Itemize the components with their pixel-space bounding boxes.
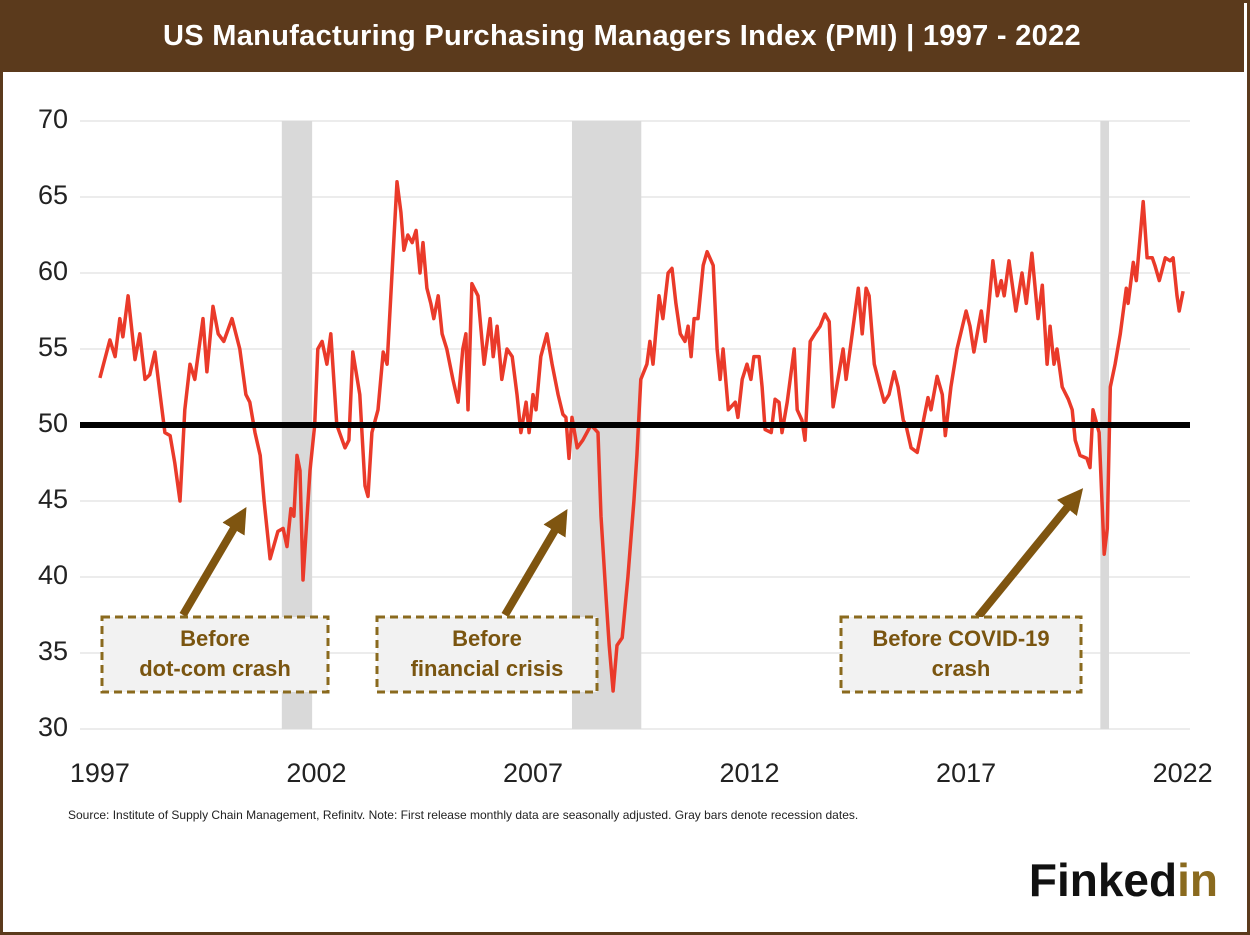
y-tick-label: 55 (38, 332, 68, 362)
annotation-box (839, 615, 1083, 694)
chart-title: US Manufacturing Purchasing Managers Ind… (0, 0, 1244, 72)
annotation-text: Before (180, 626, 250, 651)
y-tick-label: 45 (38, 484, 68, 514)
y-tick-label: 35 (38, 636, 68, 666)
x-tick-label: 2007 (503, 758, 563, 788)
annotation-box (375, 615, 599, 694)
x-tick-label: 2012 (720, 758, 780, 788)
annotation-text: dot-com crash (139, 656, 291, 681)
source-note: Source: Institute of Supply Chain Manage… (68, 808, 858, 822)
y-tick-label: 40 (38, 560, 68, 590)
x-tick-label: 2002 (286, 758, 346, 788)
x-tick-label: 1997 (70, 758, 130, 788)
annotation-text: Before COVID-19 (872, 626, 1049, 651)
y-tick-label: 65 (38, 180, 68, 210)
x-tick-label: 2017 (936, 758, 996, 788)
y-tick-label: 50 (38, 408, 68, 438)
annotation-text: Before (452, 626, 522, 651)
annotation-text: financial crisis (411, 656, 564, 681)
logo-text: Finked (1029, 854, 1177, 906)
x-tick-label: 2022 (1153, 758, 1213, 788)
arrow (974, 488, 1084, 620)
arrow (501, 508, 568, 618)
y-tick-label: 70 (38, 104, 68, 134)
y-tick-label: 60 (38, 256, 68, 286)
y-tick-label: 30 (38, 712, 68, 742)
arrows (179, 488, 1084, 620)
annotation-box (100, 615, 330, 694)
logo: Finkedin (1029, 854, 1218, 906)
logo-accent: in (1177, 854, 1218, 906)
pmi-line (98, 180, 1185, 693)
annotation-text: crash (932, 656, 991, 681)
arrow (179, 506, 247, 618)
